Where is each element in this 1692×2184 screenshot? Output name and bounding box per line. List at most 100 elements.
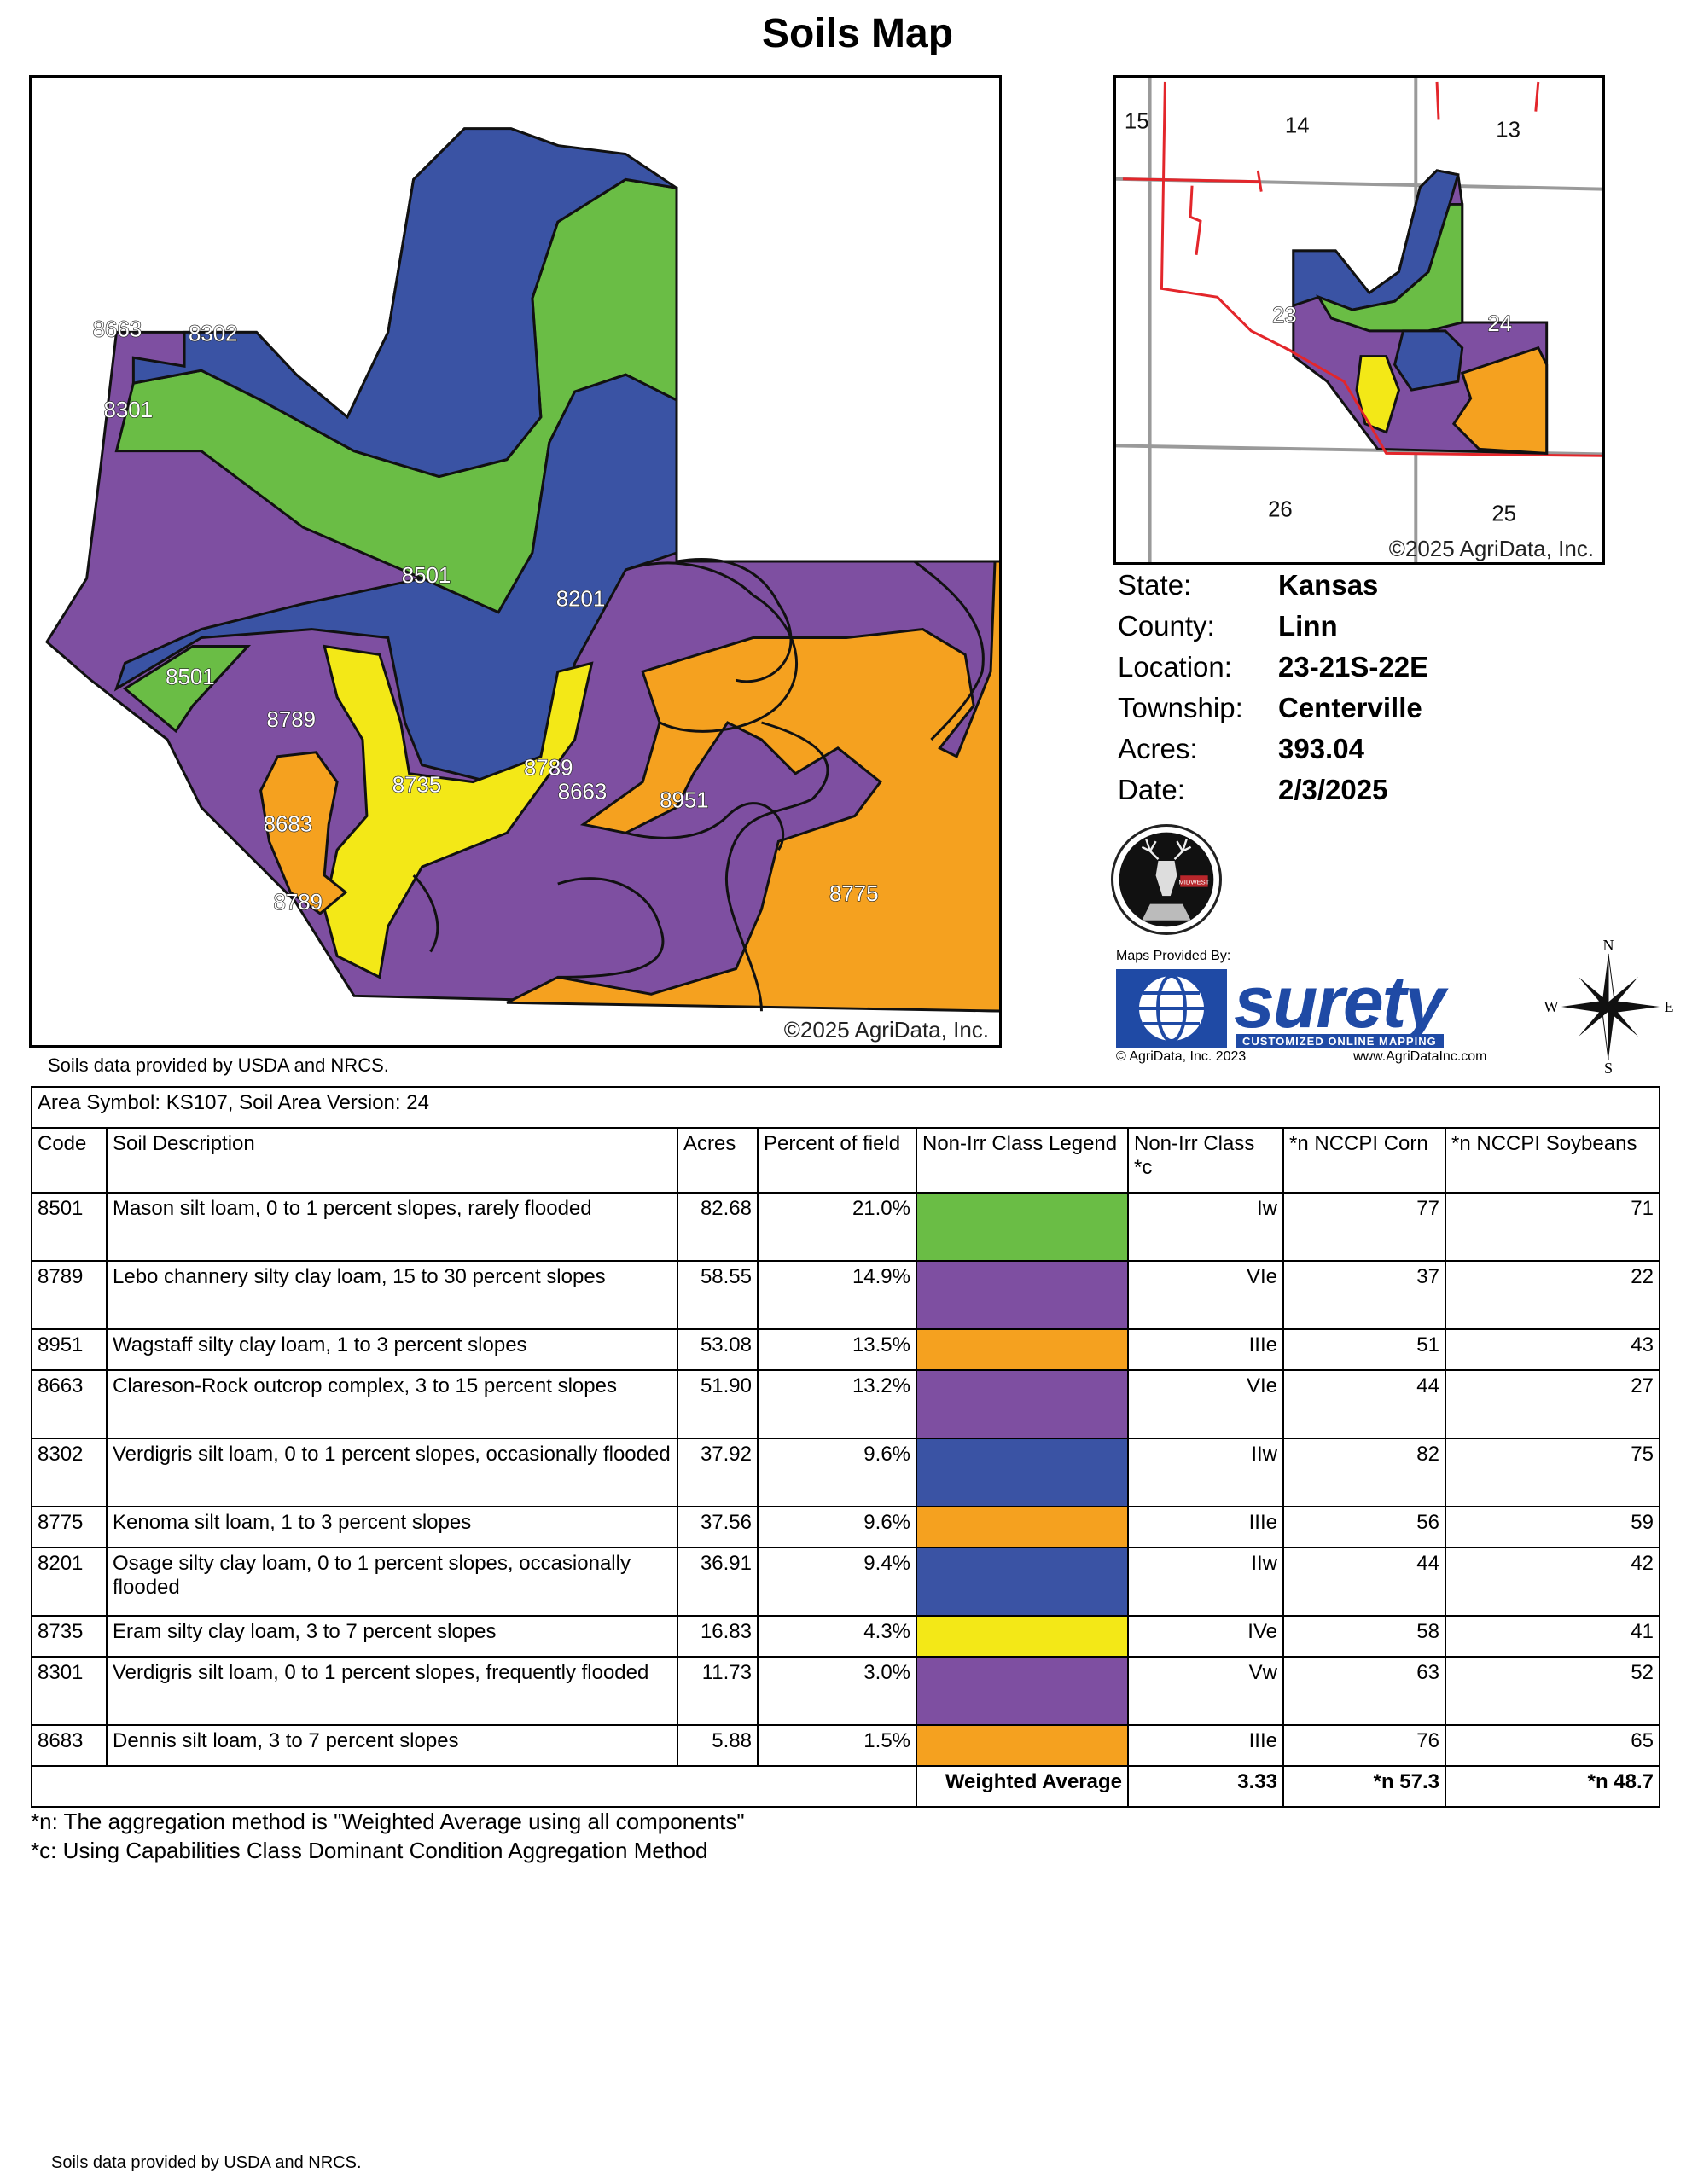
legend-color: [917, 1371, 1127, 1438]
nccpi-corn: 58: [1282, 1615, 1446, 1658]
area-symbol: Area Symbol: KS107, Soil Area Version: 2…: [31, 1086, 1660, 1129]
section-label: 14: [1285, 113, 1310, 137]
table-row: 8663 Clareson-Rock outcrop complex, 3 to …: [31, 1369, 1660, 1439]
location-inset-map[interactable]: 15 14 13 23 24 26 25 ©2025 AgriData, Inc…: [1113, 75, 1605, 565]
legend-color: [917, 1658, 1127, 1724]
soil-percent: 13.5%: [757, 1328, 917, 1371]
nccpi-soybeans: 42: [1445, 1547, 1660, 1617]
class-legend-swatch: [916, 1506, 1129, 1548]
nccpi-soybeans: 75: [1445, 1438, 1660, 1507]
globe-icon: [1116, 969, 1227, 1048]
soils-map[interactable]: 8663 8302 8301 8501 8201 8501 8789 8735 …: [29, 75, 1002, 1048]
soil-code: 8201: [31, 1547, 108, 1617]
info-value: 23-21S-22E: [1278, 651, 1429, 682]
soil-percent: 9.4%: [757, 1547, 917, 1617]
footer-spacer: [31, 1765, 916, 1808]
info-row-state: State: Kansas: [1118, 565, 1630, 606]
soil-acres: 58.55: [677, 1260, 759, 1330]
map-label: 8789: [274, 891, 323, 915]
location-info: State: Kansas County: Linn Location: 23-…: [1118, 565, 1630, 810]
soil-code: 8951: [31, 1328, 108, 1371]
class-legend-swatch: [916, 1547, 1129, 1617]
map-label: 8302: [189, 322, 238, 346]
deer-icon: MIDWEST: [1119, 832, 1214, 927]
legend-color: [917, 1262, 1127, 1328]
column-header: Non-Irr Class *c: [1127, 1127, 1284, 1194]
table-row: 8501 Mason silt loam, 0 to 1 percent slop…: [31, 1192, 1660, 1262]
non-irr-class: IVe: [1127, 1615, 1284, 1658]
soil-code: 8735: [31, 1615, 108, 1658]
class-legend-swatch: [916, 1260, 1129, 1330]
soil-table: Area Symbol: KS107, Soil Area Version: 2…: [31, 1086, 1660, 1808]
soil-code: 8663: [31, 1369, 108, 1439]
legend-color: [917, 1507, 1127, 1547]
soil-percent: 13.2%: [757, 1369, 917, 1439]
map-region-orange: [506, 560, 999, 1013]
midwest-logo: MIDWEST: [1111, 824, 1222, 935]
info-row-location: Location: 23-21S-22E: [1118, 647, 1630, 688]
soil-boundaries: [412, 557, 985, 1012]
non-irr-class: IIIe: [1127, 1724, 1284, 1767]
soil-code: 8789: [31, 1260, 108, 1330]
logo-text: MIDWEST: [1178, 879, 1209, 886]
info-key: State:: [1118, 569, 1192, 601]
soil-acres: 37.92: [677, 1438, 759, 1507]
inset-map-canvas: 15 14 13 23 24 26 25: [1116, 78, 1602, 562]
table-row: 8951 Wagstaff silty clay loam, 1 to 3 per…: [31, 1328, 1660, 1371]
table-row: 8775 Kenoma silt loam, 1 to 3 percent slo…: [31, 1506, 1660, 1548]
column-header: Non-Irr Class Legend: [916, 1127, 1129, 1194]
section-label: 13: [1496, 118, 1520, 142]
nccpi-corn: 44: [1282, 1369, 1446, 1439]
map-region-blue-lower: [113, 373, 678, 784]
section-label: 26: [1268, 498, 1293, 522]
nccpi-corn: 76: [1282, 1724, 1446, 1767]
nccpi-soybeans: 59: [1445, 1506, 1660, 1548]
class-legend-swatch: [916, 1192, 1129, 1262]
class-legend-swatch: [916, 1724, 1129, 1767]
soil-acres: 82.68: [677, 1192, 759, 1262]
soil-description: Mason silt loam, 0 to 1 percent slopes, …: [106, 1192, 678, 1262]
info-key: Date:: [1118, 774, 1185, 805]
legend-color: [917, 1726, 1127, 1765]
non-irr-class: IIw: [1127, 1438, 1284, 1507]
page-title: Soils Map: [761, 11, 954, 56]
table-row: 8683 Dennis silt loam, 3 to 7 percent slo…: [31, 1724, 1660, 1767]
nccpi-corn: 44: [1282, 1547, 1446, 1617]
class-legend-swatch: [916, 1656, 1129, 1726]
footnote: *n: The aggregation method is "Weighted …: [31, 1809, 745, 1834]
soil-percent: 1.5%: [757, 1724, 917, 1767]
table-row: 8201 Osage silty clay loam, 0 to 1 percen…: [31, 1547, 1660, 1617]
soil-description: Kenoma silt loam, 1 to 3 percent slopes: [106, 1506, 678, 1548]
soil-description: Verdigris silt loam, 0 to 1 percent slop…: [106, 1438, 678, 1507]
soil-acres: 53.08: [677, 1328, 759, 1371]
section-label: 15: [1125, 109, 1149, 133]
info-key: Location:: [1118, 651, 1232, 682]
field-outline-inset: [1292, 169, 1549, 455]
section-label: 25: [1491, 502, 1516, 526]
nccpi-corn: 51: [1282, 1328, 1446, 1371]
compass-e: E: [1665, 998, 1674, 1015]
info-row-acres: Acres: 393.04: [1118, 729, 1630, 770]
surety-copyright: © AgriData, Inc. 2023: [1116, 1049, 1247, 1064]
surety-logo[interactable]: Maps Provided By: surety CUSTOMIZED ONLI…: [1116, 949, 1509, 1068]
info-value: Linn: [1278, 610, 1338, 642]
map-label: 8789: [267, 708, 317, 732]
bottom-credit: Soils data provided by USDA and NRCS.: [51, 2153, 362, 2172]
info-row-county: County: Linn: [1118, 606, 1630, 647]
column-header: Acres: [677, 1127, 759, 1194]
legend-color: [917, 1194, 1127, 1260]
surety-url[interactable]: www.AgriDataInc.com: [1353, 1049, 1487, 1064]
soil-acres: 16.83: [677, 1615, 759, 1658]
soil-percent: 4.3%: [757, 1615, 917, 1658]
map-label: 8951: [660, 788, 709, 812]
map-region-green-lower: [122, 644, 252, 734]
table-row: 8302 Verdigris silt loam, 0 to 1 percent …: [31, 1438, 1660, 1507]
nccpi-soybeans: 71: [1445, 1192, 1660, 1262]
non-irr-class: Iw: [1127, 1192, 1284, 1262]
weighted-average-class: 3.33: [1127, 1765, 1284, 1808]
soil-acres: 37.56: [677, 1506, 759, 1548]
legend-color: [917, 1617, 1127, 1656]
info-key: Acres:: [1118, 733, 1198, 764]
soil-code: 8683: [31, 1724, 108, 1767]
map-region-orange-small: [259, 751, 348, 915]
